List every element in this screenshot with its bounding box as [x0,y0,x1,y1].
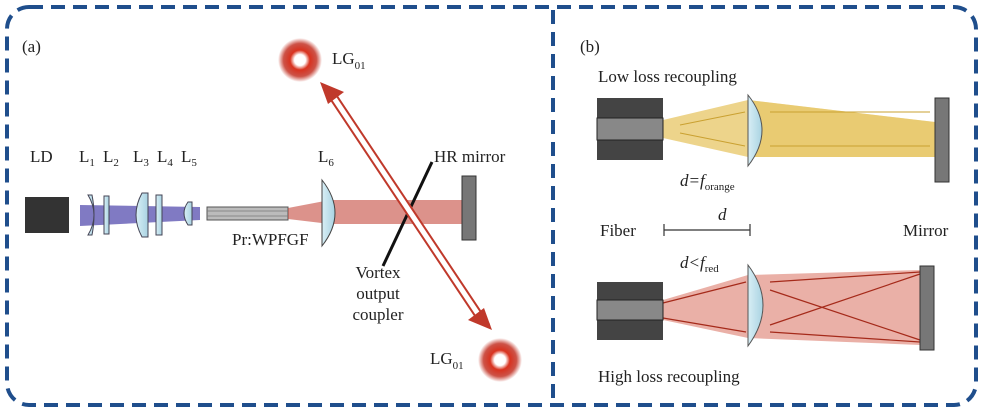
label: L [181,147,191,166]
subscript: 01 [453,360,464,372]
label: d=f [680,171,707,190]
mode-label: LG01 [332,49,366,72]
subscript: orange [705,181,735,193]
subscript: 01 [355,60,366,72]
lens-label: L1 [79,147,95,169]
label: (b) [580,37,600,56]
label: High loss recoupling [598,367,740,386]
donut-mode [278,38,322,82]
label: LD [30,147,53,166]
title: Low loss recoupling [598,67,737,86]
lens-label: L4 [157,147,173,169]
panel-label: (a) [22,37,41,56]
label: Pr:WPFGF [232,230,309,249]
mirror-label: HR mirror [434,147,506,166]
lens-l6 [321,178,336,248]
label: Fiber [600,221,636,240]
label: LG [430,349,453,368]
laser-beam [288,200,468,224]
subscript: 3 [143,157,149,169]
coupler-label: Vortex output coupler [353,263,404,324]
label: Vortex [355,263,401,282]
panel-label: (b) [580,37,600,56]
label: L [79,147,89,166]
mirror [934,97,950,183]
label: L [103,147,113,166]
label: HR mirror [434,147,506,166]
laser-diode [25,197,69,233]
fiber-block [596,98,664,160]
subscript: 1 [89,157,95,169]
subscript: 5 [191,157,197,169]
lens-label: L5 [181,147,197,169]
subscript: red [705,263,720,275]
outer-border [5,5,978,407]
label: L [157,147,167,166]
subscript: 6 [328,157,334,169]
label: Mirror [903,221,949,240]
condition: d=forange [680,171,735,193]
label: Low loss recoupling [598,67,737,86]
fiber-label: Fiber [600,221,636,240]
label: L [318,147,328,166]
subscript: 4 [167,157,173,169]
title: High loss recoupling [598,367,740,386]
lens-labels: L1 L2 L3 L4 L5 L6 [79,147,334,169]
high-loss-beam [663,270,920,345]
mirror-label: Mirror [903,221,949,240]
subscript: 2 [113,157,119,169]
mode-label: LG01 [430,349,464,372]
condition: d<fred [680,253,719,275]
lens [747,93,763,168]
label: d<f [680,253,707,272]
donut-mode [478,338,522,382]
mirror [919,265,935,351]
source-label: LD [30,147,53,166]
distance-bar [663,224,751,236]
lens-label: L6 [318,147,334,169]
lenses [87,192,193,238]
label: L [133,147,143,166]
distance-label: d [718,205,727,224]
lens-label: L3 [133,147,149,169]
label: LG [332,49,355,68]
fiber-label: Pr:WPFGF [232,230,309,249]
hr-mirror [461,175,477,241]
label: output [356,284,400,303]
label: coupler [353,305,404,324]
lens-label: L2 [103,147,119,169]
fiber [206,206,289,221]
fiber-block [596,282,664,340]
label: (a) [22,37,41,56]
label: d [718,205,727,224]
lens [747,263,764,348]
